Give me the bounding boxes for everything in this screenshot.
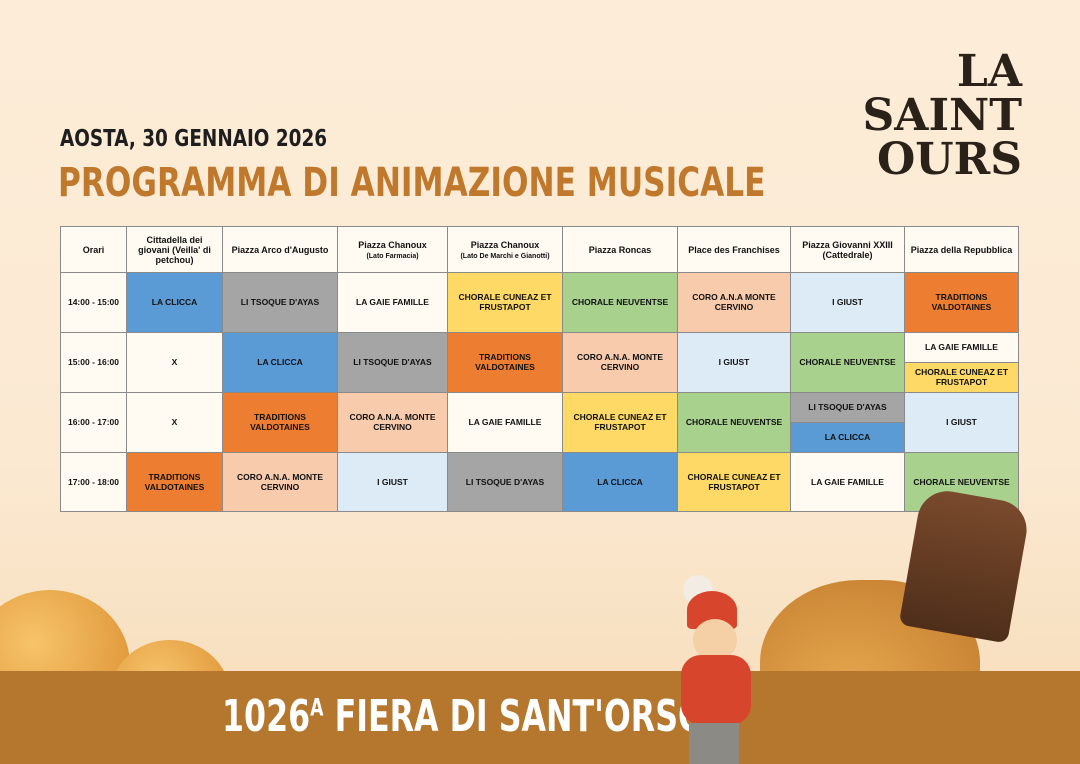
performer-cell: La Clicca — [126, 272, 223, 333]
performer-cell: Coro A.N.A. Monte Cervino — [337, 391, 448, 453]
column-label: Place des Franchises — [688, 244, 780, 255]
performer-cell: Chorale Cuneaz et Frustapot — [677, 451, 791, 512]
performer-cell: Traditions Valdotaines — [222, 391, 338, 453]
performer-cell: Li Tsoque d'Ayas — [337, 331, 448, 393]
performer-cell: I Giust — [677, 331, 791, 393]
event-date: AOSTA, 30 GENNAIO 2026 — [60, 126, 328, 152]
child-illustration — [675, 575, 765, 764]
column-sublabel: (Lato Farmacia) — [366, 252, 419, 260]
time-slot: 17:00 - 18:00 — [60, 451, 127, 512]
performer-cell: I Giust — [904, 391, 1019, 453]
column-header: Place des Franchises — [677, 226, 791, 273]
footer-banner: 1026A FIERA DI SANT'ORSO — [0, 671, 1080, 764]
table-row: 17:00 - 18:00 Traditions Valdotaines Coro … — [60, 451, 1019, 512]
performer-cell: Chorale Cuneaz et Frustapot — [562, 391, 678, 453]
performer-cell: Chorale Neuventse — [562, 272, 678, 333]
performer-cell: X — [126, 331, 223, 393]
performer-cell: Chorale Cuneaz et Frustapot — [447, 272, 563, 333]
column-label: Piazza Chanoux — [470, 239, 540, 250]
performer-cell: Coro A.N.A. Monte Cervino — [222, 451, 338, 512]
la-saint-ours-logo: LA SAINT OURS — [862, 46, 1022, 185]
time-slot: 15:00 - 16:00 — [60, 331, 127, 393]
time-slot: 16:00 - 17:00 — [60, 391, 127, 453]
performer-cell: La Clicca — [222, 331, 338, 393]
column-header: Piazza Giovanni XXIII (Cattedrale) — [790, 226, 905, 273]
performer-cell: Traditions Valdotaines — [447, 331, 563, 393]
column-label: Piazza Giovanni XXIII (Cattedrale) — [802, 239, 893, 260]
performer-cell: Traditions Valdotaines — [904, 272, 1019, 333]
performer-cell: La Gaie Famille — [790, 451, 905, 512]
performer-cell: I Giust — [337, 451, 448, 512]
time-slot: 14:00 - 15:00 — [60, 272, 127, 333]
column-label: Piazza Arco d'Augusto — [231, 244, 329, 255]
column-label: Piazza della Repubblica — [910, 244, 1013, 255]
split-cell: Li Tsoque d'Ayas La Clicca — [790, 391, 905, 453]
column-header: Piazza Chanoux (Lato De Marchi e Gianotti… — [447, 226, 563, 273]
performer-cell: I Giust — [790, 272, 905, 333]
performer-cell: Traditions Valdotaines — [126, 451, 223, 512]
performer-cell: La Gaie Famille — [447, 391, 563, 453]
performer-slot: Chorale Cuneaz et Frustapot — [905, 362, 1018, 392]
performer-slot: La Clicca — [791, 422, 904, 452]
performer-cell: X — [126, 391, 223, 453]
performer-cell: Coro A.N.A. Monte Cervino — [562, 331, 678, 393]
banner-text: 1026A FIERA DI SANT'ORSO — [222, 691, 705, 742]
column-label: Piazza Chanoux — [358, 239, 427, 250]
column-header: Piazza Arco d'Augusto — [222, 226, 338, 273]
column-header: Cittadella dei giovani (Veilla' di petch… — [126, 226, 223, 273]
column-label: Orari — [82, 244, 105, 255]
column-header: Orari — [60, 226, 127, 273]
performer-cell: Coro A.N.A Monte Cervino — [677, 272, 791, 333]
performer-cell: La Gaie Famille — [337, 272, 448, 333]
performer-cell: Chorale Neuventse — [677, 391, 791, 453]
performer-slot: La Gaie Famille — [905, 332, 1018, 362]
page-title: PROGRAMMA DI ANIMAZIONE MUSICALE — [58, 160, 766, 206]
boot-illustration — [898, 486, 1032, 644]
schedule-table: Orari Cittadella dei giovani (Veilla' di … — [60, 226, 1019, 512]
performer-cell: Li Tsoque d'Ayas — [447, 451, 563, 512]
performer-cell: Chorale Neuventse — [790, 331, 905, 393]
column-header: Piazza Roncas — [562, 226, 678, 273]
performer-cell: Li Tsoque d'Ayas — [222, 272, 338, 333]
table-row: 14:00 - 15:00 La Clicca Li Tsoque d'Ayas La… — [60, 272, 1019, 333]
column-header: Piazza della Repubblica — [904, 226, 1019, 273]
column-label: Piazza Roncas — [588, 244, 652, 255]
column-sublabel: (Lato De Marchi e Gianotti) — [460, 252, 550, 260]
column-header: Piazza Chanoux (Lato Farmacia) — [337, 226, 448, 273]
header-row: Orari Cittadella dei giovani (Veilla' di … — [60, 226, 1019, 273]
table-row: 16:00 - 17:00 X Traditions Valdotaines Coro… — [60, 391, 1019, 453]
performer-cell: La Clicca — [562, 451, 678, 512]
column-label: Cittadella dei giovani (Veilla' di petch… — [138, 234, 211, 265]
split-cell: La Gaie Famille Chorale Cuneaz et Frustap… — [904, 331, 1019, 393]
table-row: 15:00 - 16:00 X La Clicca Li Tsoque d'Ayas T… — [60, 331, 1019, 393]
performer-slot: Li Tsoque d'Ayas — [791, 392, 904, 422]
